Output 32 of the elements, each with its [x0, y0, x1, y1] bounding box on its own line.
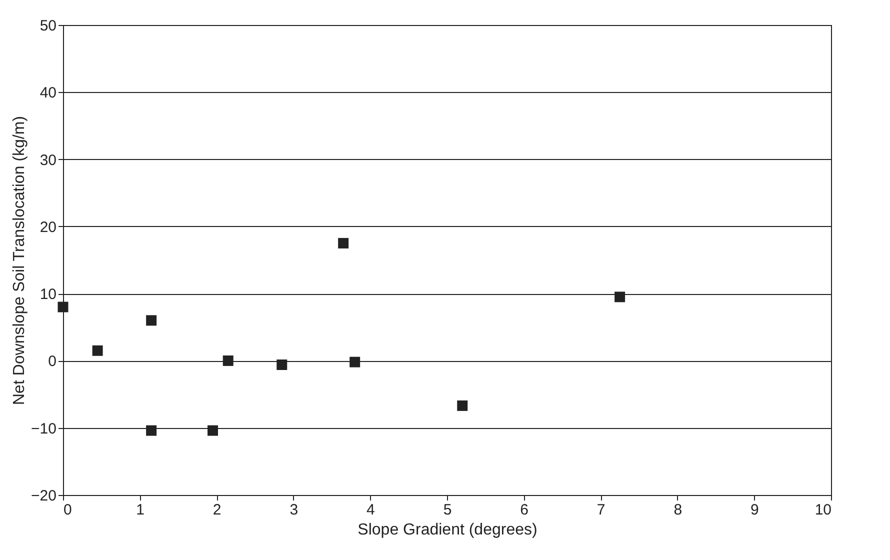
y-tick-label: 30: [40, 152, 56, 169]
y-tick-label: 0: [48, 353, 56, 370]
x-tick-label: 9: [750, 502, 759, 518]
x-tick-label: 2: [212, 502, 222, 518]
x-tick-label: 1: [136, 502, 144, 518]
point: [614, 292, 626, 302]
point: [222, 355, 234, 366]
x-tick-label: 6: [520, 502, 528, 518]
point: [146, 425, 157, 436]
x-axis-title: Slope Gradient (degrees): [358, 522, 538, 538]
point: [457, 400, 468, 411]
x-tick-label: 4: [366, 502, 375, 518]
y-tick-label: 20: [40, 218, 56, 236]
point: [276, 360, 288, 370]
point: [208, 425, 218, 436]
y-tick-label: −20: [31, 488, 56, 504]
y-tick-label: 50: [40, 18, 56, 34]
point: [92, 345, 103, 356]
point: [350, 356, 360, 368]
point: [338, 238, 349, 248]
x-tick-label: 7: [596, 502, 606, 518]
y-tick-label: 10: [40, 286, 56, 304]
point: [146, 315, 157, 326]
x-tick-label: 3: [290, 502, 298, 518]
x-tick-label: 5: [443, 502, 452, 518]
y-tick-label: 40: [40, 84, 56, 102]
x-tick-label: 10: [814, 502, 832, 518]
y-axis-title: Net Downslope Soil Translocation (kg/m): [11, 116, 28, 406]
y-tick-label: −10: [31, 420, 56, 438]
x-tick-label: 0: [64, 502, 72, 518]
point: [58, 302, 68, 312]
x-tick-label: 8: [674, 502, 682, 518]
